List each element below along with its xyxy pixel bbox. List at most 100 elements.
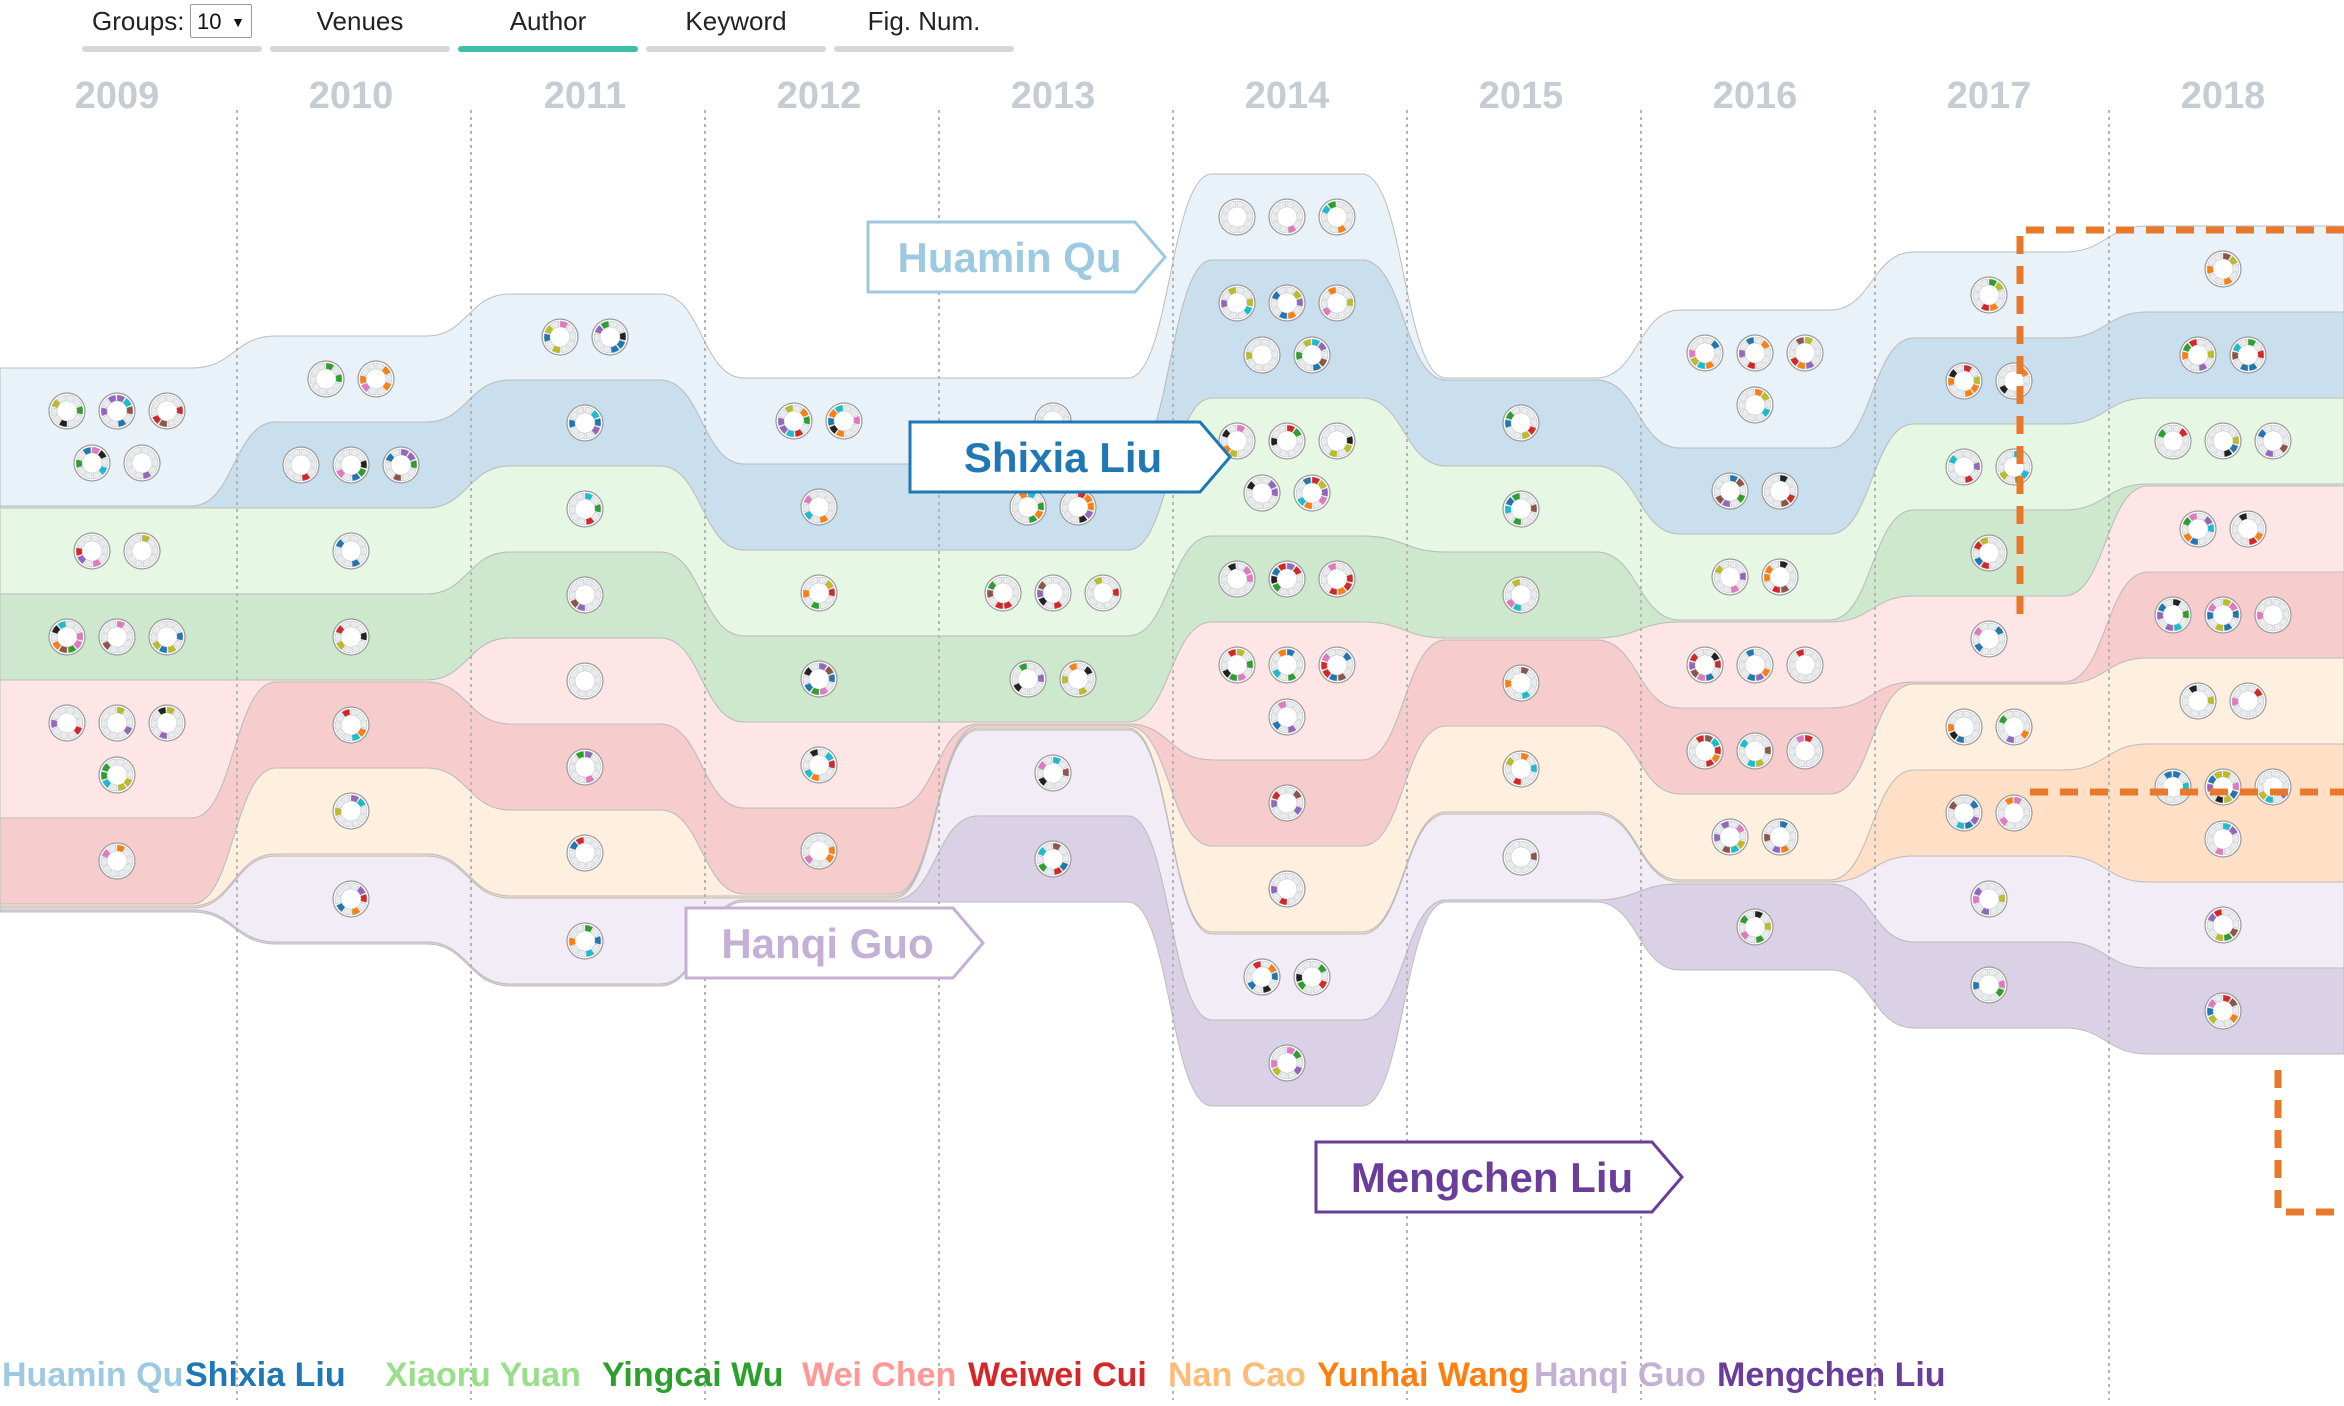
paper-glyph[interactable] <box>1268 198 1306 236</box>
paper-glyph[interactable] <box>1243 958 1281 996</box>
paper-glyph[interactable] <box>800 746 838 784</box>
tab-venues[interactable]: Venues <box>270 0 450 52</box>
paper-glyph[interactable] <box>48 704 86 742</box>
paper-glyph[interactable] <box>1686 334 1724 372</box>
paper-glyph[interactable] <box>1318 284 1356 322</box>
paper-glyph[interactable] <box>1218 646 1256 684</box>
paper-glyph[interactable] <box>1945 794 1983 832</box>
paper-glyph[interactable] <box>566 576 604 614</box>
paper-glyph[interactable] <box>1736 386 1774 424</box>
paper-glyph[interactable] <box>2154 768 2192 806</box>
paper-glyph[interactable] <box>1034 840 1072 878</box>
tab-fig-num[interactable]: Fig. Num. <box>834 0 1014 52</box>
paper-glyph[interactable] <box>566 404 604 442</box>
paper-glyph[interactable] <box>1318 646 1356 684</box>
paper-glyph[interactable] <box>1034 754 1072 792</box>
paper-glyph[interactable] <box>1502 490 1540 528</box>
paper-glyph[interactable] <box>1268 698 1306 736</box>
callout-mengchen-liu[interactable]: Mengchen Liu <box>1314 1140 1684 1214</box>
paper-glyph[interactable] <box>1243 474 1281 512</box>
paper-glyph[interactable] <box>1293 474 1331 512</box>
paper-glyph[interactable] <box>2179 336 2217 374</box>
legend-item-nan-cao[interactable]: Nan Cao <box>1168 1356 1306 1394</box>
paper-glyph[interactable] <box>1736 334 1774 372</box>
paper-glyph[interactable] <box>1268 560 1306 598</box>
paper-glyph[interactable] <box>382 446 420 484</box>
paper-glyph[interactable] <box>332 706 370 744</box>
paper-glyph[interactable] <box>1945 362 1983 400</box>
paper-glyph[interactable] <box>1059 660 1097 698</box>
paper-glyph[interactable] <box>1034 574 1072 612</box>
paper-glyph[interactable] <box>2204 250 2242 288</box>
paper-glyph[interactable] <box>2204 820 2242 858</box>
paper-glyph[interactable] <box>2254 422 2292 460</box>
paper-glyph[interactable] <box>1218 560 1256 598</box>
paper-glyph[interactable] <box>98 842 136 880</box>
paper-glyph[interactable] <box>98 618 136 656</box>
paper-glyph[interactable] <box>2179 682 2217 720</box>
paper-glyph[interactable] <box>1502 750 1540 788</box>
paper-glyph[interactable] <box>1786 646 1824 684</box>
paper-glyph[interactable] <box>1686 646 1724 684</box>
paper-glyph[interactable] <box>2229 336 2267 374</box>
callout-shixia-liu[interactable]: Shixia Liu <box>908 420 1232 494</box>
paper-glyph[interactable] <box>2154 422 2192 460</box>
paper-glyph[interactable] <box>1218 422 1256 460</box>
paper-glyph[interactable] <box>1218 198 1256 236</box>
paper-glyph[interactable] <box>1686 732 1724 770</box>
paper-glyph[interactable] <box>307 360 345 398</box>
paper-glyph[interactable] <box>1268 1044 1306 1082</box>
paper-glyph[interactable] <box>566 748 604 786</box>
paper-glyph[interactable] <box>566 922 604 960</box>
paper-glyph[interactable] <box>1970 534 2008 572</box>
groups-select[interactable]: 10 ▼ <box>190 4 252 38</box>
paper-glyph[interactable] <box>800 832 838 870</box>
paper-glyph[interactable] <box>73 532 111 570</box>
paper-glyph[interactable] <box>775 402 813 440</box>
paper-glyph[interactable] <box>98 704 136 742</box>
legend-item-huamin-qu[interactable]: Huamin Qu <box>2 1356 183 1394</box>
paper-glyph[interactable] <box>123 532 161 570</box>
paper-glyph[interactable] <box>1268 784 1306 822</box>
paper-glyph[interactable] <box>1761 472 1799 510</box>
paper-glyph[interactable] <box>1318 422 1356 460</box>
paper-glyph[interactable] <box>1293 336 1331 374</box>
paper-glyph[interactable] <box>148 618 186 656</box>
paper-glyph[interactable] <box>984 574 1022 612</box>
paper-glyph[interactable] <box>1945 708 1983 746</box>
paper-glyph[interactable] <box>1995 448 2033 486</box>
paper-glyph[interactable] <box>1268 422 1306 460</box>
legend-item-shixia-liu[interactable]: Shixia Liu <box>185 1356 346 1394</box>
paper-glyph[interactable] <box>1970 880 2008 918</box>
callout-huamin-qu[interactable]: Huamin Qu <box>866 220 1167 294</box>
paper-glyph[interactable] <box>1995 708 2033 746</box>
paper-glyph[interactable] <box>1761 818 1799 856</box>
paper-glyph[interactable] <box>1736 646 1774 684</box>
paper-glyph[interactable] <box>541 318 579 356</box>
paper-glyph[interactable] <box>566 834 604 872</box>
paper-glyph[interactable] <box>332 792 370 830</box>
paper-glyph[interactable] <box>1502 576 1540 614</box>
paper-glyph[interactable] <box>1009 488 1047 526</box>
paper-glyph[interactable] <box>1711 818 1749 856</box>
paper-glyph[interactable] <box>2204 422 2242 460</box>
paper-glyph[interactable] <box>1318 198 1356 236</box>
legend-item-yingcai-wu[interactable]: Yingcai Wu <box>602 1356 783 1394</box>
paper-glyph[interactable] <box>1995 362 2033 400</box>
paper-glyph[interactable] <box>1084 574 1122 612</box>
paper-glyph[interactable] <box>2229 510 2267 548</box>
paper-glyph[interactable] <box>1059 488 1097 526</box>
paper-glyph[interactable] <box>1736 908 1774 946</box>
paper-glyph[interactable] <box>2204 768 2242 806</box>
paper-glyph[interactable] <box>1761 558 1799 596</box>
paper-glyph[interactable] <box>2179 510 2217 548</box>
paper-glyph[interactable] <box>1786 334 1824 372</box>
legend-item-hanqi-guo[interactable]: Hanqi Guo <box>1534 1356 1706 1394</box>
paper-glyph[interactable] <box>148 704 186 742</box>
paper-glyph[interactable] <box>1293 958 1331 996</box>
paper-glyph[interactable] <box>800 660 838 698</box>
paper-glyph[interactable] <box>332 618 370 656</box>
paper-glyph[interactable] <box>123 444 161 482</box>
paper-glyph[interactable] <box>1786 732 1824 770</box>
legend-item-mengchen-liu[interactable]: Mengchen Liu <box>1717 1356 1946 1394</box>
